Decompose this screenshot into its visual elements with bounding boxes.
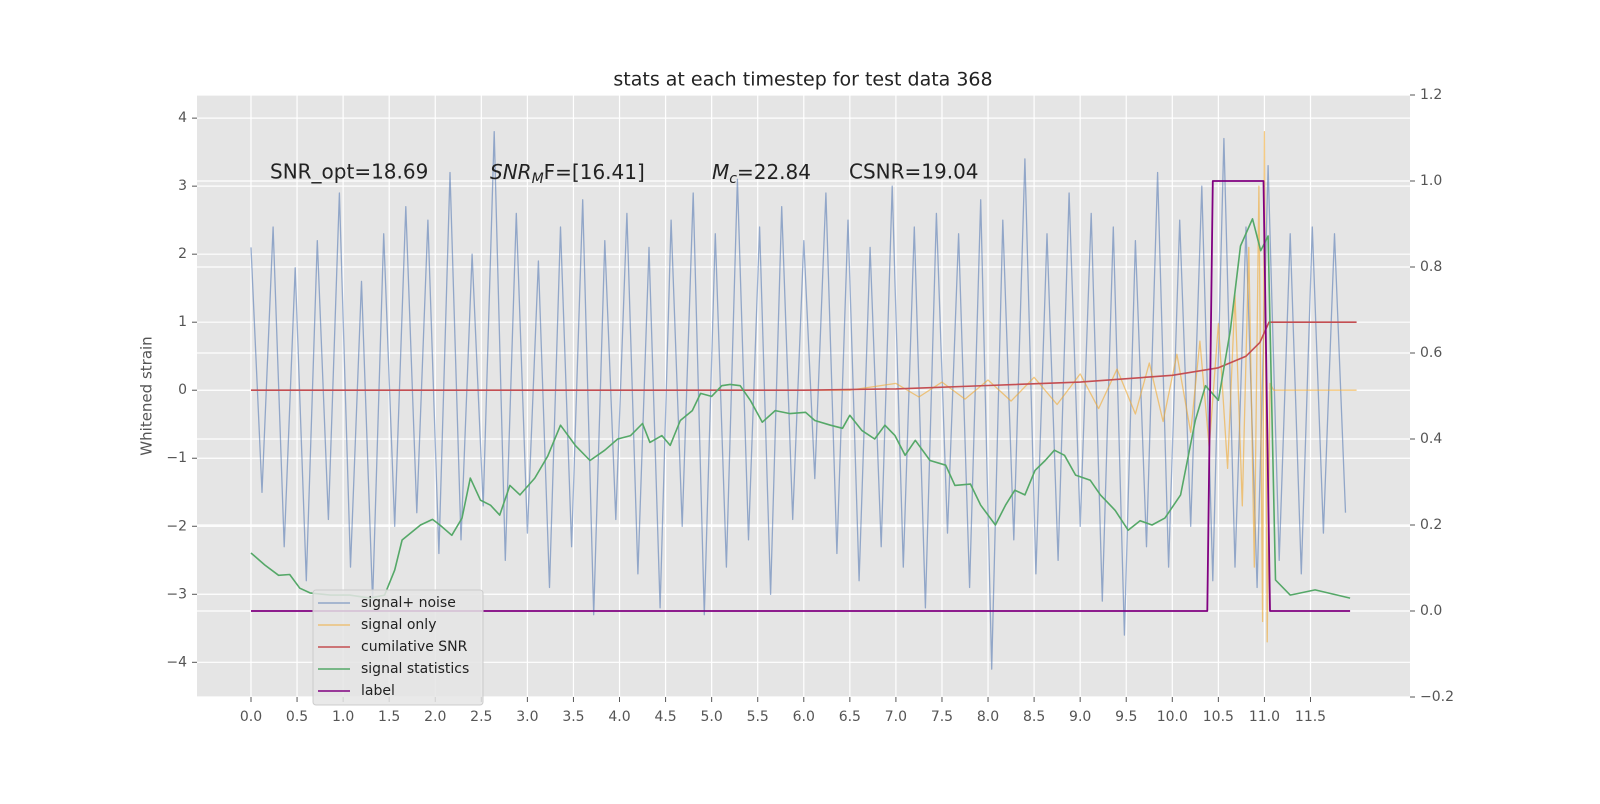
x-tick-label: 8.5 [1023,709,1045,725]
chart-title: stats at each timestep for test data 368 [613,69,992,91]
x-tick-label: 9.0 [1069,709,1091,725]
legend-label: signal only [361,617,436,633]
y2-tick-label: −0.2 [1420,689,1454,705]
y2-tick-label: 1.2 [1420,87,1442,103]
legend-box [312,589,484,706]
y2-tick-label: 0.2 [1420,517,1442,533]
annotation: CSNR=19.04 [849,160,979,184]
x-tick-label: 9.5 [1115,709,1137,725]
x-tick-label: 4.5 [654,709,676,725]
x-tick-label: 10.0 [1157,709,1188,725]
legend-label: label [361,683,395,699]
y-tick-label: 4 [178,110,187,126]
x-tick-label: 7.5 [931,709,953,725]
x-tick-label: 6.5 [839,709,861,725]
series-line [250,218,1351,599]
axes: 0.0 0.5 1.0 1.5 2.0 2.5 3.0 3.5 4.0 4.5 5.0 5.5 6.0 6… [166,87,1454,725]
legend: signal+ noise signal only cumilative SNR si… [312,589,484,706]
annotation: SNR_opt=18.69 [270,160,428,184]
x-tick-label: 2.5 [470,709,492,725]
legend-label: signal+ noise [361,595,456,611]
annotation: Mc=22.84 [712,160,811,188]
legend-label: signal statistics [361,661,469,677]
x-tick-label: 5.5 [747,709,769,725]
x-tick-label: 0.5 [286,709,308,725]
x-tick-label: 1.0 [332,709,354,725]
y-tick-label: 0 [178,382,187,398]
y-axis-label: Whitened strain [138,336,156,455]
annotation-sub: M [532,171,544,187]
y-tick-label: 2 [178,246,187,262]
y2-tick-label: 0.4 [1420,431,1442,447]
y-tick-label: −2 [166,518,187,534]
x-tick-label: 2.0 [424,709,446,725]
plot-lines [250,131,1357,670]
x-tick-label: 7.0 [885,709,907,725]
x-tick-label: 8.0 [977,709,999,725]
x-tick-label: 3.5 [562,709,584,725]
legend-label: cumilative SNR [361,639,468,655]
y2-tick-label: 0.8 [1420,259,1442,275]
series-line [251,180,1351,612]
annotation-sub: c [729,171,737,187]
x-tick-label: 5.0 [701,709,723,725]
x-tick-label: 3.0 [516,709,538,725]
series-line [251,131,1357,643]
annotation: SNRMF=[16.41] [490,160,645,188]
y2-tick-label: 0.6 [1420,345,1442,361]
x-tick-label: 10.5 [1203,709,1234,725]
x-tick-label: 4.0 [608,709,630,725]
y2-tick-label: 0.0 [1420,603,1442,619]
annotation-rest: =22.84 [737,160,811,184]
y-tick-label: −1 [166,450,187,466]
annotation-rest: F=[16.41] [544,160,645,184]
y-tick-label: −4 [166,654,187,670]
x-tick-label: 6.0 [793,709,815,725]
x-tick-label: 11.5 [1295,709,1326,725]
y2-tick-label: 1.0 [1420,173,1442,189]
x-tick-label: 0.0 [240,709,262,725]
y-tick-label: 3 [178,178,187,194]
series-line [250,131,1347,670]
annotation-base: M [712,160,729,184]
annotation-base: SNR [490,160,532,184]
y-tick-label: −3 [166,586,187,602]
x-tick-label: 1.5 [378,709,400,725]
x-tick-label: 11.0 [1249,709,1280,725]
y-tick-label: 1 [178,314,187,330]
